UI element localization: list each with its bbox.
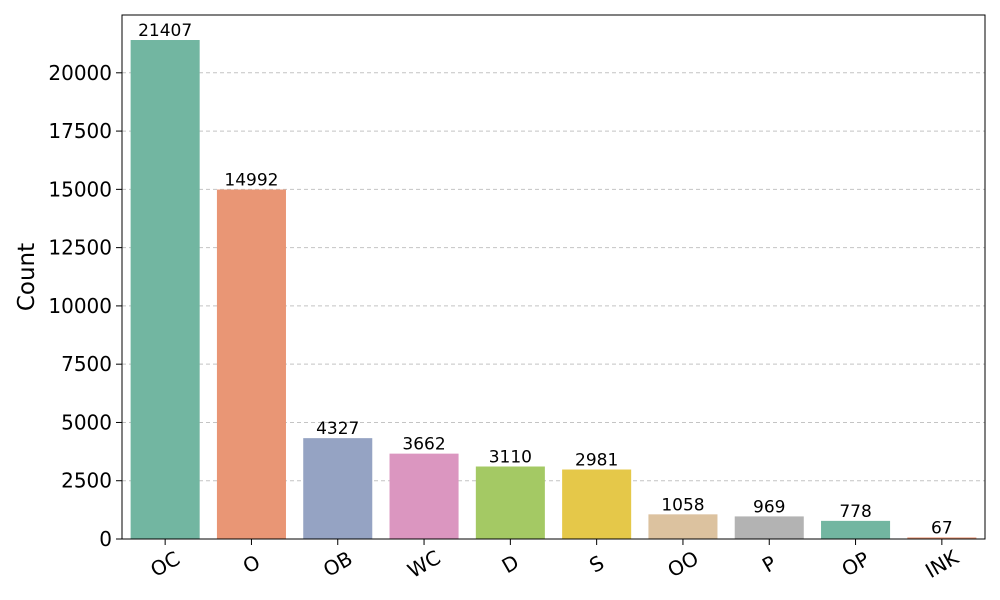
- x-tick-label: P: [758, 551, 780, 578]
- bar-value-label: 3662: [402, 435, 445, 455]
- x-tick-label: OB: [319, 546, 357, 582]
- bar-oo: [648, 514, 718, 539]
- bar-value-label: 778: [839, 502, 871, 522]
- bar-value-label: 14992: [224, 171, 278, 191]
- bar-value-label: 67: [931, 518, 953, 538]
- y-tick-label: 2500: [61, 469, 112, 493]
- y-tick-label: 7500: [61, 352, 112, 376]
- bar-o: [216, 189, 286, 539]
- bar-value-label: 2981: [575, 451, 618, 471]
- x-tick-label: WC: [403, 545, 444, 583]
- bar-ink: [907, 537, 977, 539]
- y-tick-label: 20000: [48, 61, 112, 85]
- y-tick-label: 5000: [61, 410, 112, 434]
- x-tick-label: OC: [146, 546, 184, 582]
- bar-op: [821, 520, 891, 539]
- x-tick-label: O: [239, 550, 265, 579]
- y-tick-label: 15000: [48, 177, 112, 201]
- bar-value-label: 1058: [661, 495, 704, 515]
- x-axis-ticks: OC O OB WC D S OO P OP INK: [146, 539, 963, 583]
- y-tick-label: 10000: [48, 294, 112, 318]
- bar-ob: [303, 438, 373, 539]
- y-axis-label: Count: [14, 243, 40, 311]
- x-tick-label: OP: [838, 547, 874, 582]
- bar-oc: [130, 40, 200, 540]
- bar-p: [734, 516, 804, 539]
- x-tick-label: INK: [921, 545, 963, 583]
- bar-wc: [389, 453, 459, 539]
- bar-value-label: 3110: [489, 448, 532, 468]
- y-tick-label: 12500: [48, 236, 112, 260]
- y-tick-label: 0: [99, 527, 112, 551]
- value-labels: 21407 14992 4327 3662 3110 2981 1058 969 778 67: [138, 21, 953, 538]
- bar-value-label: 4327: [316, 419, 359, 439]
- bar-value-label: 21407: [138, 21, 192, 41]
- bar-d: [475, 466, 545, 539]
- y-axis-ticks: 0 2500 5000 7500 10000 12500 15000 17500 20000: [48, 61, 122, 551]
- bar-s: [562, 469, 632, 539]
- x-tick-label: OO: [663, 546, 702, 583]
- x-tick-label: S: [585, 550, 608, 577]
- x-tick-label: D: [498, 550, 523, 578]
- bars: [130, 40, 977, 540]
- plot-frame: [121, 14, 986, 540]
- bar-value-label: 969: [753, 497, 785, 517]
- y-tick-label: 17500: [48, 119, 112, 143]
